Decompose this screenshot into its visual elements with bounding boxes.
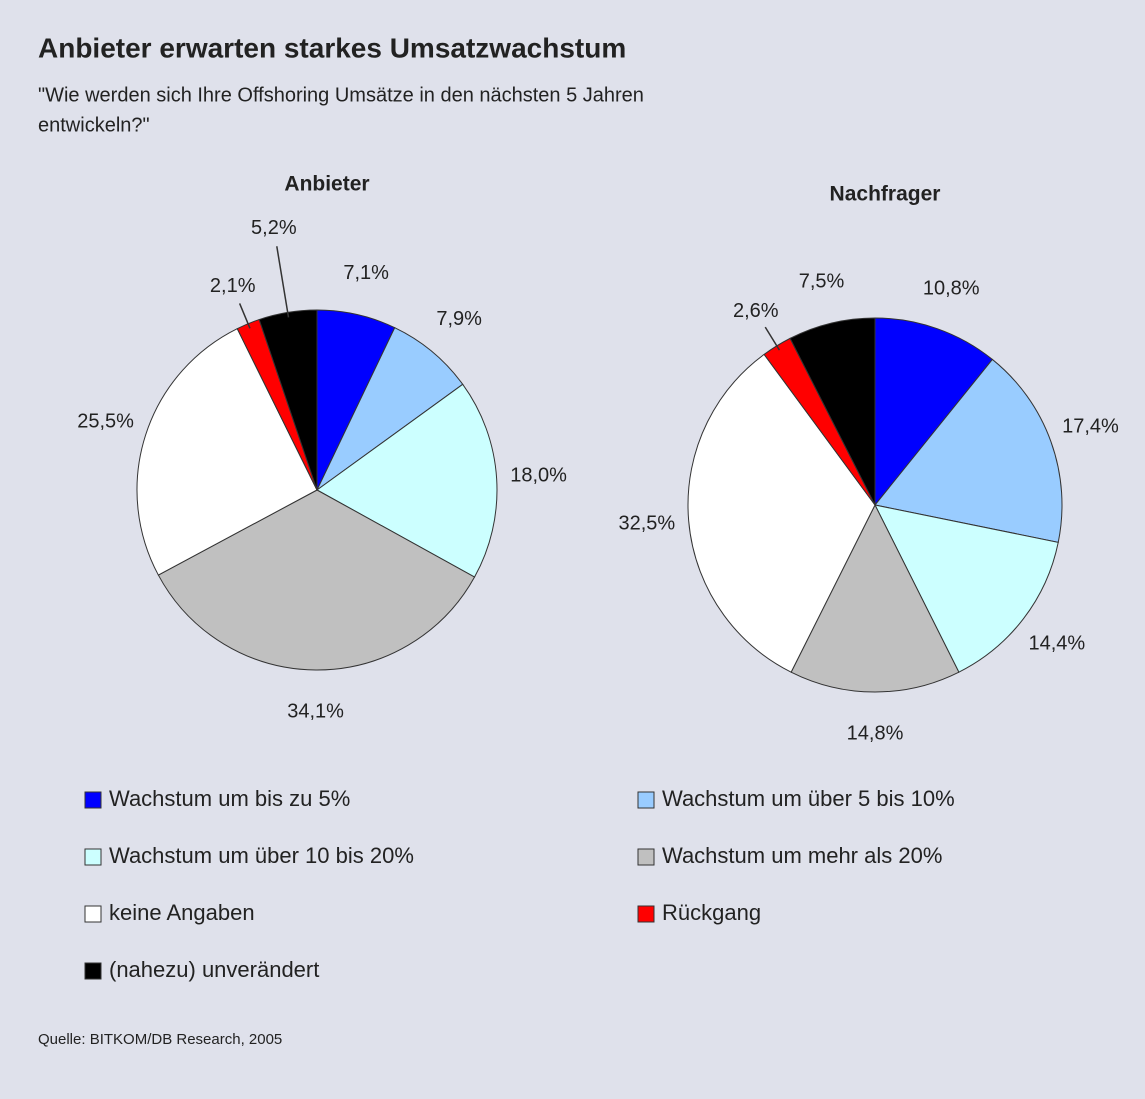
legend-swatch xyxy=(84,848,102,866)
leader-line xyxy=(276,246,290,318)
pie-title: Nachfrager xyxy=(830,183,941,206)
pie-slice xyxy=(687,353,876,673)
data-label: 2,1% xyxy=(210,275,256,297)
legend-label: Wachstum um mehr als 20% xyxy=(662,843,942,868)
chart-title: Anbieter erwarten starkes Umsatzwachstum xyxy=(38,32,626,63)
legend-label: (nahezu) unverändert xyxy=(109,957,319,982)
data-label: 17,4% xyxy=(1062,416,1119,438)
data-label: 18,0% xyxy=(510,465,567,487)
legend-swatch xyxy=(84,962,102,980)
pie-slice xyxy=(157,489,476,671)
pie-slice xyxy=(874,317,994,507)
data-label: 34,1% xyxy=(287,700,344,722)
legend-label: Wachstum um über 10 bis 20% xyxy=(109,843,414,868)
source: Quelle: BITKOM/DB Research, 2005 xyxy=(38,1031,282,1048)
data-label: 7,9% xyxy=(436,308,482,330)
legend-label: keine Angaben xyxy=(109,900,255,925)
data-label: 14,8% xyxy=(847,722,904,744)
pie-title: Anbieter xyxy=(284,173,369,196)
legend-label: Wachstum um über 5 bis 10% xyxy=(662,786,955,811)
data-label: 10,8% xyxy=(923,277,980,299)
pie-slice xyxy=(790,503,960,693)
leader-line xyxy=(764,326,781,351)
pie-slice xyxy=(316,383,498,578)
pie-slice xyxy=(789,317,876,506)
data-label: 5,2% xyxy=(251,217,297,239)
pie-slice xyxy=(136,327,318,576)
data-label: 7,5% xyxy=(799,271,845,293)
subtitle: "Wie werden sich Ihre Offshoring Umsätze… xyxy=(38,84,644,106)
leader-line xyxy=(238,303,251,329)
legend-swatch xyxy=(84,905,102,923)
data-label: 14,4% xyxy=(1028,632,1085,654)
legend-swatch xyxy=(84,791,102,809)
legend-swatch xyxy=(637,848,655,866)
data-label: 2,6% xyxy=(733,300,779,322)
data-label: 32,5% xyxy=(618,513,675,535)
pie-slice xyxy=(874,358,1063,543)
legend-label: Rückgang xyxy=(662,900,761,925)
subtitle: entwickeln?" xyxy=(38,114,150,136)
legend-swatch xyxy=(637,905,655,923)
legend-label: Wachstum um bis zu 5% xyxy=(109,786,350,811)
legend-swatch xyxy=(637,791,655,809)
pie-slice xyxy=(874,504,1059,673)
data-label: 7,1% xyxy=(343,262,389,284)
data-label: 25,5% xyxy=(77,411,134,433)
